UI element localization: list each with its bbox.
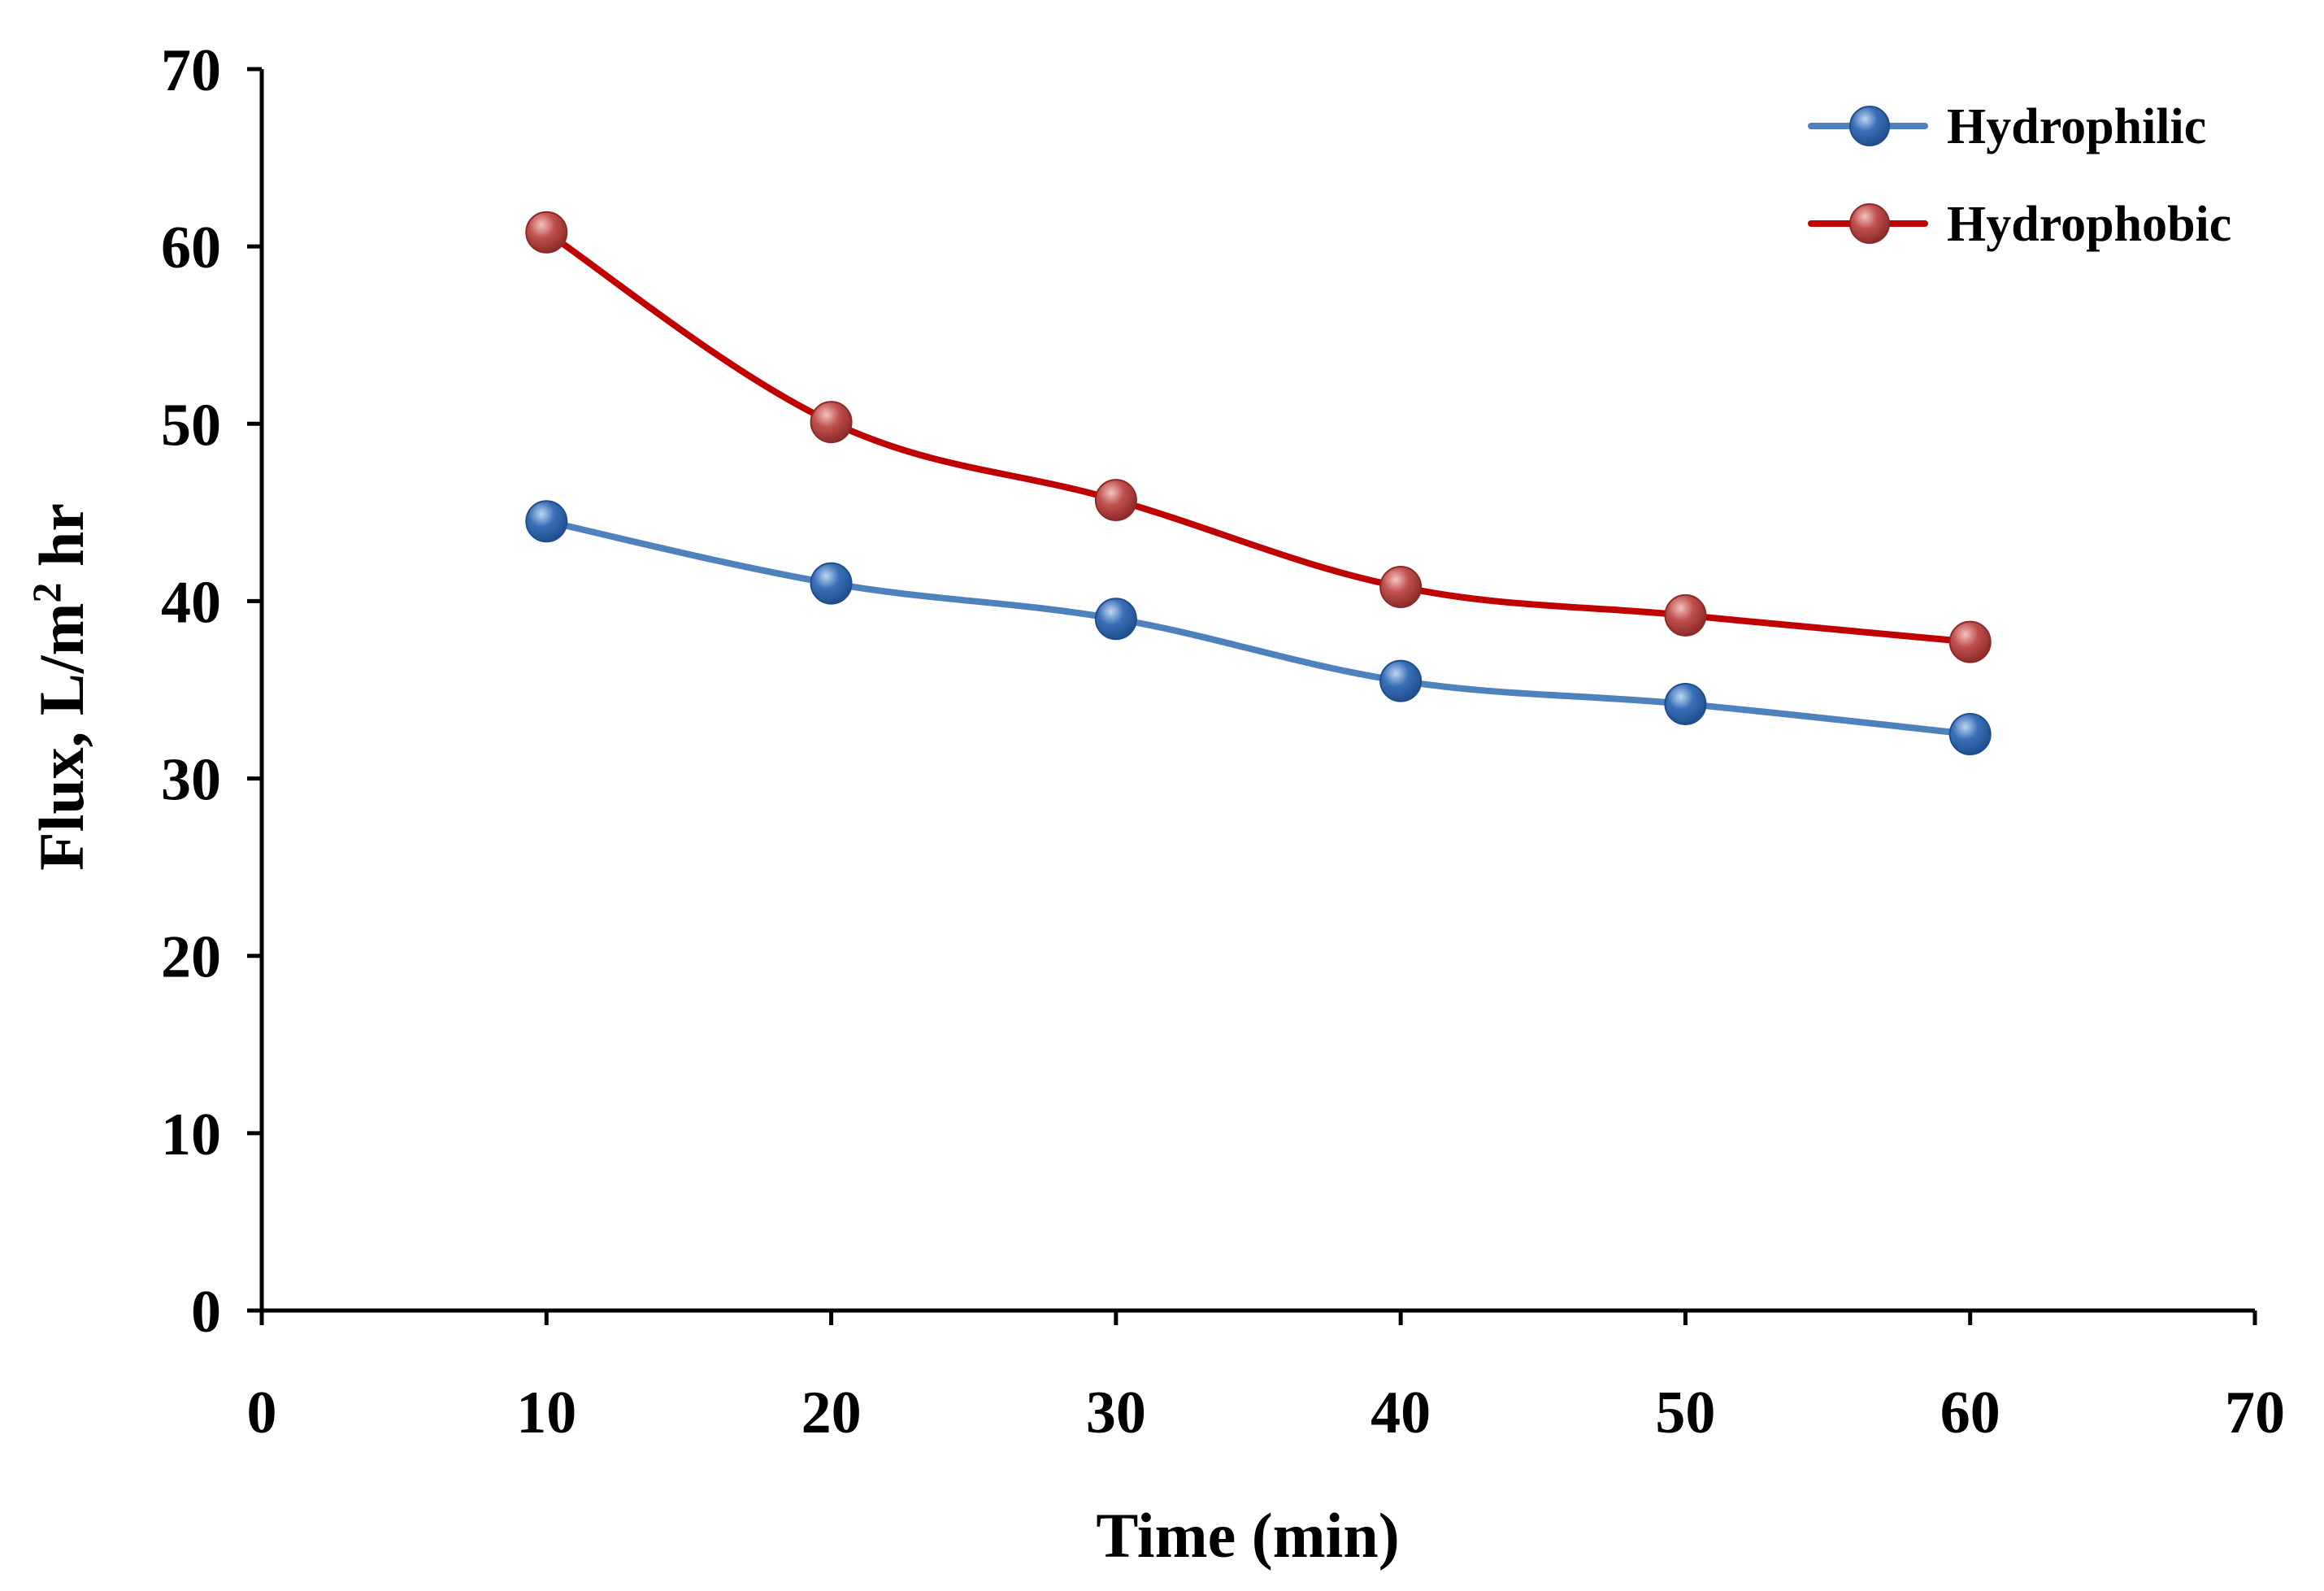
data-point-hydrophilic [525,500,568,543]
x-tick-label: 0 [247,1380,277,1446]
x-tick-label: 60 [1940,1380,2000,1446]
x-tick-label: 20 [801,1380,862,1446]
data-point-hydrophilic [810,562,853,605]
y-tick-label: 50 [161,392,221,459]
axes [259,69,2255,1313]
y-tick-label: 30 [161,747,221,814]
data-point-hydrophobic [1094,479,1137,522]
legend-label-hydrophilic: Hydrophilic [1947,99,2206,154]
data-point-hydrophilic [1094,598,1137,641]
series-line-hydrophobic [543,228,1974,646]
x-tick-label: 10 [516,1380,576,1446]
data-point-hydrophilic [1664,682,1707,725]
y-tick-label: 60 [161,215,221,281]
data-point-hydrophobic [1664,593,1707,637]
data-point-hydrophobic [525,211,568,254]
legend-marker-hydrophilic [1849,106,1890,146]
y-axis-title: Flux, L/m2 hr [24,503,97,871]
legend: Hydrophilic Hydrophobic [1808,99,2231,252]
x-tick-label: 50 [1655,1380,1715,1446]
series-line-hydrophilic [543,518,1974,738]
y-tick-label: 40 [161,569,221,636]
y-ticks: 0 10 20 30 40 50 60 70 [161,37,262,1345]
y-axis-title-main: Flux, L/m [26,603,97,871]
data-point-hydrophobic [810,401,853,444]
data-point-hydrophilic [1948,713,1992,756]
y-axis-title-superscript: 2 [24,583,69,603]
x-ticks: 0 10 20 30 40 50 60 70 [247,1311,2285,1446]
y-tick-label: 20 [161,924,221,991]
y-tick-label: 70 [161,37,221,104]
x-tick-label: 40 [1371,1380,1431,1446]
y-tick-label: 10 [161,1102,221,1168]
data-point-hydrophilic [1379,659,1423,702]
legend-marker-hydrophobic [1849,203,1890,244]
y-tick-label: 0 [191,1279,221,1345]
series-lines [543,228,1974,738]
x-axis-title: Time (min) [1096,1500,1399,1571]
legend-label-hydrophobic: Hydrophobic [1947,197,2231,252]
data-point-hydrophobic [1379,565,1423,608]
series-markers [525,211,1992,756]
data-point-hydrophobic [1948,620,1992,663]
y-axis-title-end: hr [26,503,97,583]
x-tick-label: 70 [2225,1380,2285,1446]
x-tick-label: 30 [1086,1380,1146,1446]
